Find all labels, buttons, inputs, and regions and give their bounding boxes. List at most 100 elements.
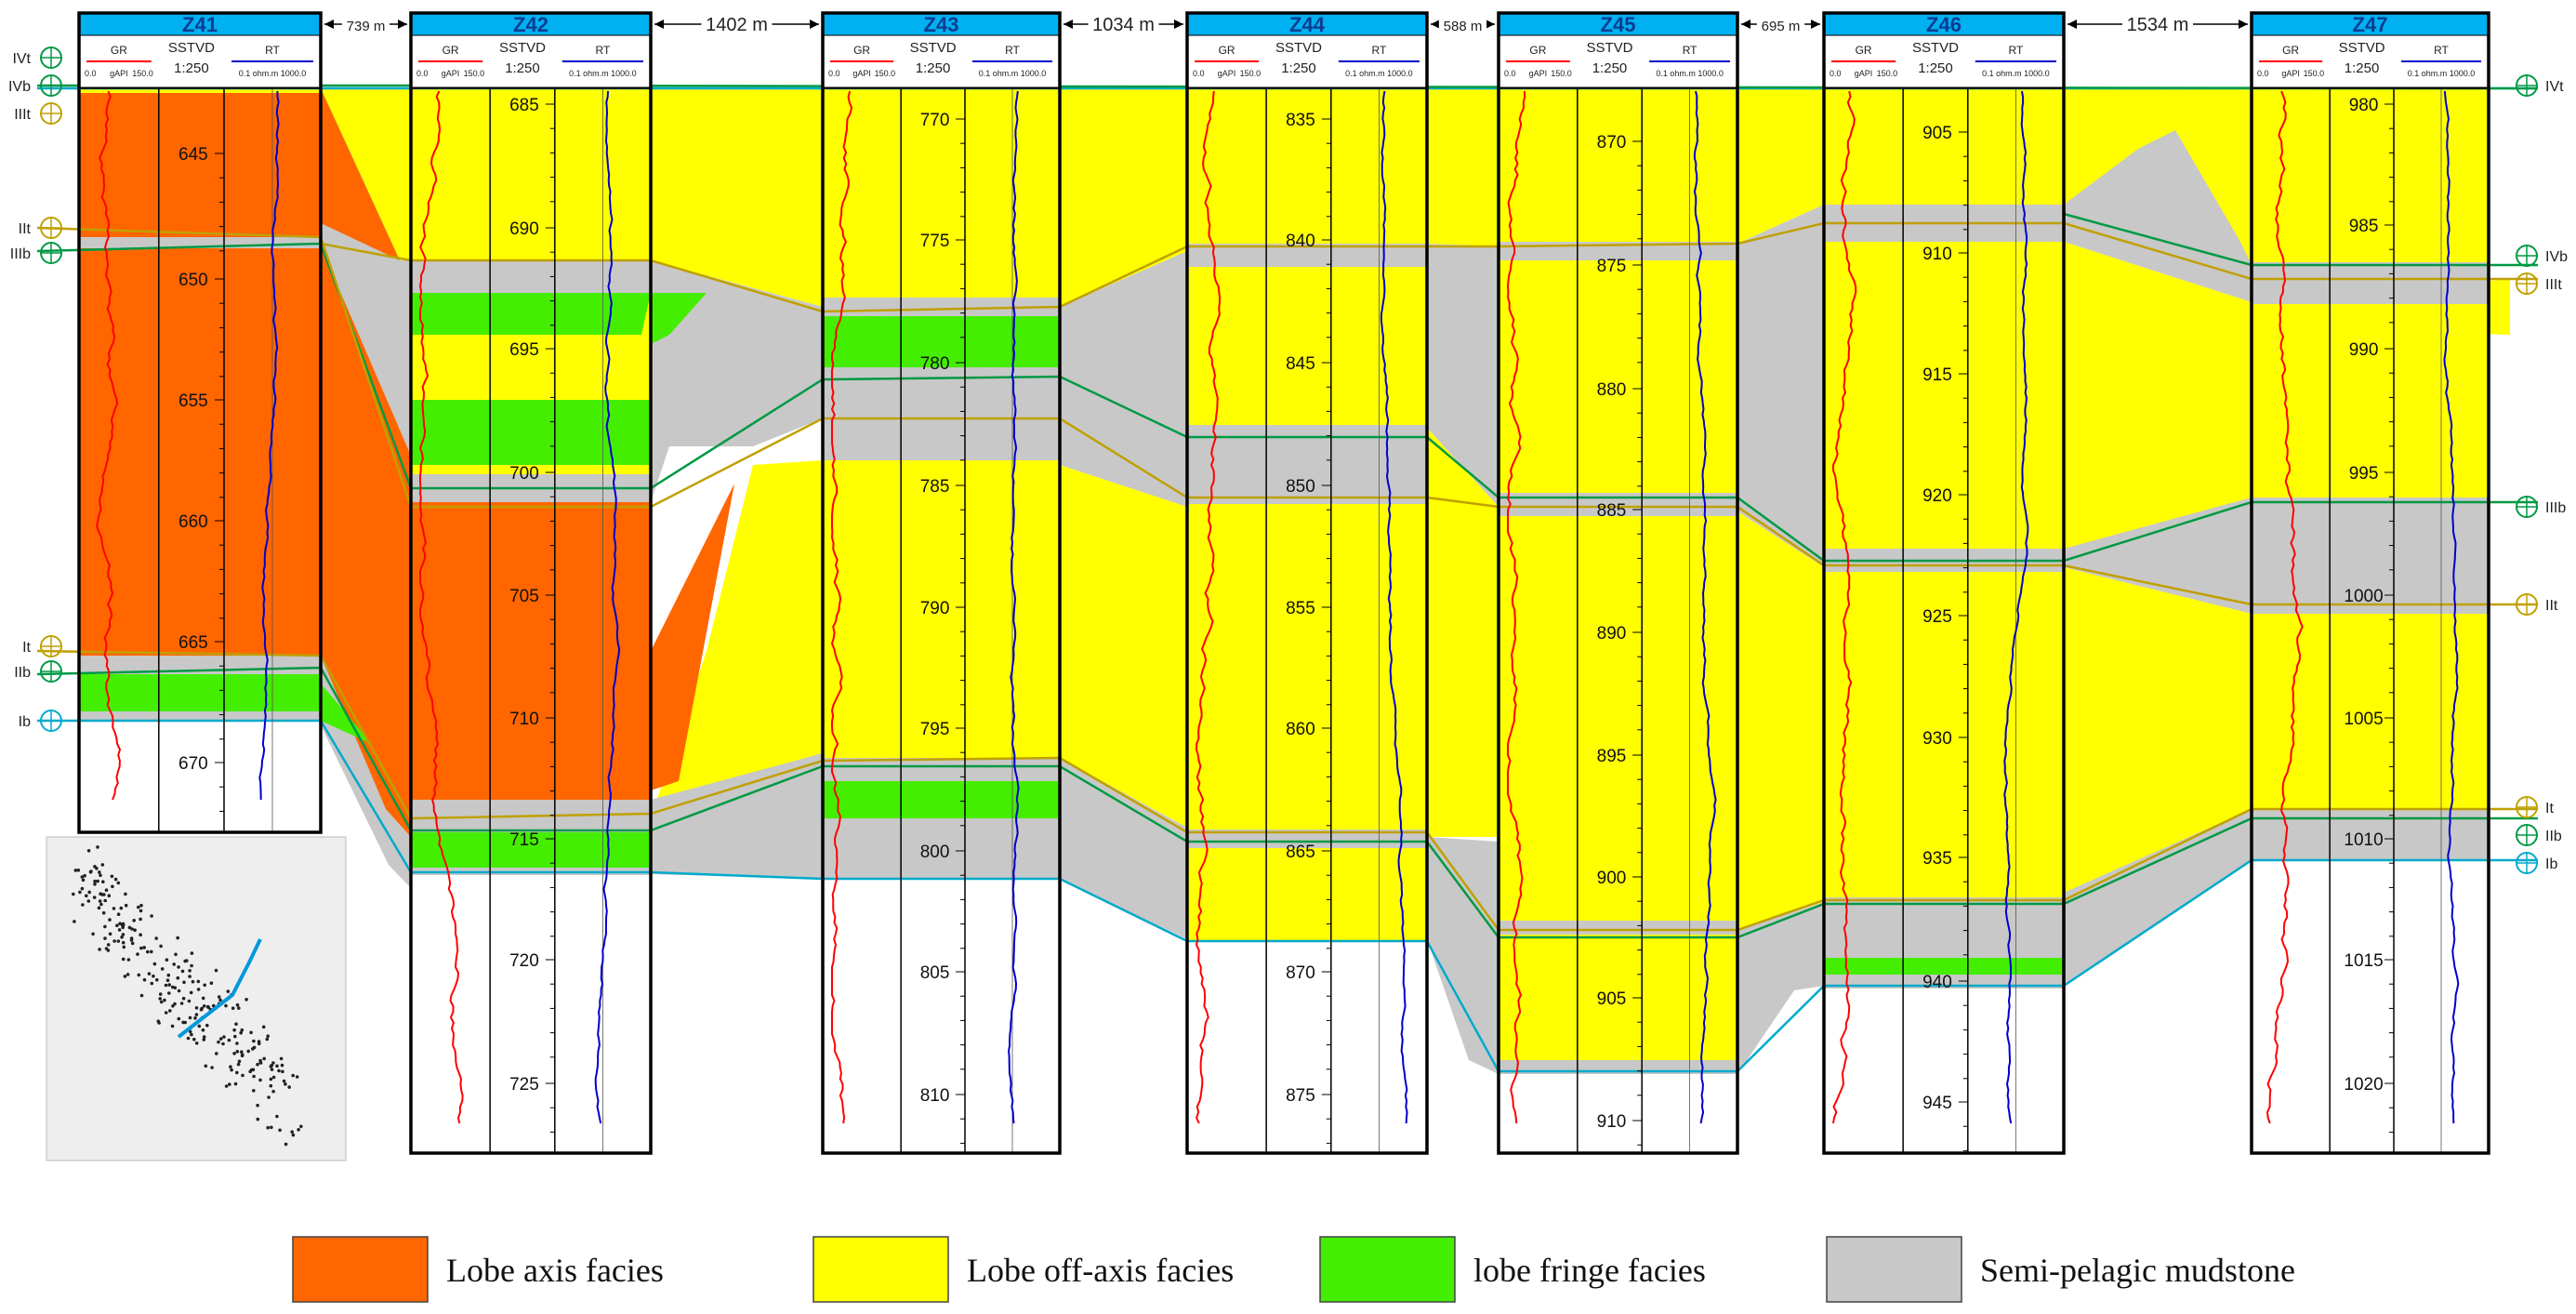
- depth-label-910: 910: [1597, 1112, 1627, 1132]
- gr-label: GR: [443, 44, 459, 57]
- gr-scale-min: 0.0: [1830, 69, 1842, 78]
- rt-scale: 0.1 ohm.m 1000.0: [2408, 69, 2476, 78]
- depth-label-990: 990: [2349, 340, 2379, 360]
- gr-scale-min: 0.0: [1193, 69, 1205, 78]
- spacing-label: 1534 m: [2127, 15, 2189, 35]
- gr-curve: [830, 90, 853, 1124]
- marker-label-left: It: [22, 640, 31, 656]
- depth-label: SSTVD: [910, 40, 957, 56]
- rt-curve: [2003, 90, 2029, 1124]
- rt-scale: 0.1 ohm.m 1000.0: [1982, 69, 2050, 78]
- gr-label: GR: [111, 44, 127, 57]
- offaxis-body: [1060, 465, 1187, 828]
- depth-label-935: 935: [1922, 849, 1952, 869]
- marker-label-left: IIb: [14, 665, 31, 681]
- well-track-Z43: Z43 GR 0.0 gAPI 150.0 SSTVD 1:250 RT 0.1 ohm.m 1…: [821, 11, 1062, 1155]
- rt-scale: 0.1 ohm.m 1000.0: [569, 69, 637, 78]
- gr-scale-unit: gAPI: [852, 69, 871, 78]
- depth-label-715: 715: [509, 830, 539, 850]
- marker-label-left: IVb: [8, 79, 31, 95]
- mudstone-body: [1737, 902, 1824, 1074]
- offaxis-body: [1427, 88, 1499, 246]
- axis-body: [321, 88, 400, 260]
- offaxis-body: [2064, 242, 2252, 567]
- iit-line: [36, 226, 2538, 606]
- rt-curve: [1693, 90, 1717, 1124]
- mudstone-body: [651, 260, 823, 502]
- axis-body: [651, 484, 734, 790]
- depth-label-800: 800: [920, 843, 950, 862]
- depth-label-695: 695: [509, 340, 539, 360]
- depth-label-1010: 1010: [2344, 830, 2383, 850]
- wells: [79, 88, 2489, 1074]
- depth-label-985: 985: [2349, 217, 2379, 236]
- well-frame: [1185, 11, 1429, 1155]
- gr-scale-max: 150.0: [1551, 69, 1572, 78]
- mudstone-body: [2064, 809, 2252, 986]
- spacing-label: 739 m: [347, 19, 386, 34]
- gr-scale-max: 150.0: [1240, 69, 1262, 78]
- depth-label-870: 870: [1286, 963, 1315, 983]
- marker-label-right: IIt: [2545, 598, 2558, 614]
- depth-label-775: 775: [920, 232, 950, 251]
- mudstone-body: [1060, 251, 1187, 507]
- marker-label-right: It: [2545, 801, 2554, 816]
- well-name-bar: [1824, 13, 2064, 35]
- well-frame: [409, 11, 653, 1155]
- marker-label-right: IIIt: [2545, 277, 2562, 293]
- depth-label-705: 705: [509, 587, 539, 606]
- marker-label-right: Ib: [2545, 856, 2557, 872]
- depth-label-725: 725: [509, 1075, 539, 1095]
- depth-label-940: 940: [1922, 973, 1952, 992]
- offaxis-body: [651, 460, 823, 818]
- gr-curve: [96, 90, 122, 801]
- rt-scale: 0.1 ohm.m 1000.0: [239, 69, 307, 78]
- depth-scale: 1:250: [2345, 60, 2380, 76]
- gr-curve: [1195, 90, 1222, 1124]
- well-frame: [1497, 11, 1739, 1155]
- rt-scale: 0.1 ohm.m 1000.0: [1345, 69, 1413, 78]
- ib-line: [37, 719, 2538, 1073]
- well-Z44: [1187, 88, 1427, 941]
- legend: Lobe axis facies Lobe off-axis facies lobe…: [292, 1236, 2295, 1303]
- depth-label-895: 895: [1597, 747, 1627, 766]
- offaxis-body: [1427, 428, 1499, 837]
- legend-label: Lobe axis facies: [446, 1252, 664, 1289]
- well-name-bar: [79, 13, 321, 35]
- gr-scale-max: 150.0: [464, 69, 485, 78]
- rt-label: RT: [1683, 44, 1698, 57]
- rt-curve: [2443, 90, 2460, 1124]
- marker-label-left: IIIb: [10, 246, 31, 262]
- offaxis-body: [321, 88, 411, 260]
- marker-label-right: IIIb: [2545, 500, 2566, 516]
- depth-label: SSTVD: [499, 40, 546, 56]
- gr-scale-unit: gAPI: [1218, 69, 1236, 78]
- gr-label: GR: [1856, 44, 1872, 57]
- well-frame: [77, 11, 323, 834]
- depth-label-785: 785: [920, 477, 950, 497]
- rt-label: RT: [1372, 44, 1387, 57]
- horizon-markers: IVt IVb IIIt IIt IIIb It IIb Ib IVt IVb IIIt IIIb II…: [8, 46, 2568, 874]
- gr-scale-min: 0.0: [2257, 69, 2269, 78]
- gr-curve: [2266, 90, 2304, 1124]
- mudstone-body: [651, 753, 823, 879]
- depth-scale: 1:250: [1918, 60, 1953, 76]
- well-track-Z46: Z46 GR 0.0 gAPI 150.0 SSTVD 1:250 RT 0.1 ohm.m 1…: [1822, 11, 2066, 1155]
- well-spacings: 739 m 1402 m 1034 m 588 m 695 m 1534 m: [324, 11, 2248, 37]
- depth-label: SSTVD: [1586, 40, 1632, 56]
- rt-label: RT: [2434, 44, 2449, 57]
- marker-label-left: IIt: [19, 221, 32, 237]
- depth-label-685: 685: [509, 96, 539, 115]
- depth-label-860: 860: [1286, 720, 1315, 739]
- legend-swatch: [1826, 1236, 1962, 1303]
- rt-curve: [258, 90, 280, 801]
- depth-label-920: 920: [1922, 486, 1952, 506]
- depth-label-655: 655: [178, 392, 208, 411]
- well-Z43: [823, 88, 1060, 879]
- depth-scale: 1:250: [916, 60, 951, 76]
- depth-label-1000: 1000: [2344, 587, 2383, 606]
- depth-label-855: 855: [1286, 599, 1315, 618]
- depth-label-980: 980: [2349, 96, 2379, 115]
- rt-label: RT: [265, 44, 280, 57]
- well-name: Z47: [2353, 13, 2388, 36]
